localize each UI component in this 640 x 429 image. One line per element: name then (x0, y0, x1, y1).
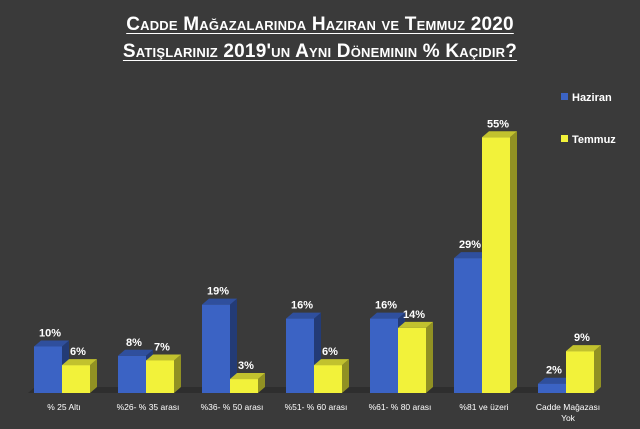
bar-haziran (538, 383, 566, 393)
bar-side (230, 298, 237, 393)
bar-top (62, 359, 97, 366)
bar-top (482, 131, 517, 138)
category-label: % 25 Altı (47, 402, 81, 412)
data-label: 7% (154, 341, 170, 353)
data-label: 29% (459, 239, 481, 251)
bar-haziran (34, 346, 62, 393)
category-label: %51- % 60 arası (285, 402, 348, 412)
category-label: %81 ve üzeri (459, 402, 508, 412)
bar-temmuz (62, 365, 90, 393)
legend-swatch (561, 93, 568, 100)
bar-top (286, 312, 321, 319)
bar-temmuz (230, 379, 258, 393)
bar-side (174, 354, 181, 393)
data-label: 8% (126, 337, 142, 349)
bar-side (594, 345, 601, 393)
bar-top (454, 252, 489, 259)
data-label: 16% (291, 300, 313, 312)
data-label: 55% (487, 118, 509, 130)
bar-side (258, 373, 265, 393)
bar-temmuz (314, 365, 342, 393)
data-label: 10% (39, 328, 61, 340)
category-label: Cadde Mağazası (536, 402, 600, 412)
bar-haziran (118, 355, 146, 393)
data-label: 14% (403, 309, 425, 321)
bar-top (230, 373, 265, 380)
data-label: 6% (70, 346, 86, 358)
bar-temmuz (398, 327, 426, 393)
data-label: 2% (546, 365, 562, 377)
data-label: 3% (238, 360, 254, 372)
bar-side (426, 321, 433, 393)
chart-title-line-1: Cadde Mağazalarında Haziran ve Temmuz 20… (126, 14, 514, 35)
bar-top (202, 298, 237, 305)
legend-label: Temmuz (572, 134, 616, 146)
bar-side (90, 359, 97, 393)
data-label: 16% (375, 300, 397, 312)
data-label: 9% (574, 332, 590, 344)
bar-top (314, 359, 349, 366)
bar-top (538, 377, 573, 384)
legend-swatch (561, 135, 568, 142)
category-label: Yok (561, 413, 576, 423)
bar-top (398, 321, 433, 328)
bar-haziran (286, 318, 314, 393)
chart-title-line-2: Satışlarınız 2019'un Aynı Döneminin % Ka… (122, 41, 518, 62)
bar-top (34, 340, 69, 347)
bar-temmuz (146, 360, 174, 393)
bar-haziran (454, 258, 482, 393)
bar-side (342, 359, 349, 393)
bar-top (566, 345, 601, 352)
data-label: 6% (322, 346, 338, 358)
bar-temmuz (566, 351, 594, 393)
bar-haziran (202, 304, 230, 393)
bar-side (510, 131, 517, 393)
category-label: %26- % 35 arası (117, 402, 180, 412)
bar-top (118, 349, 153, 356)
data-label: 19% (207, 286, 229, 298)
legend-label: Haziran (572, 92, 612, 104)
bar-top (146, 354, 181, 361)
category-label: %61- % 80 arası (369, 402, 432, 412)
bar-haziran (370, 318, 398, 393)
bar-temmuz (482, 137, 510, 393)
bar-top (370, 312, 405, 319)
category-label: %36- % 50 arası (201, 402, 264, 412)
